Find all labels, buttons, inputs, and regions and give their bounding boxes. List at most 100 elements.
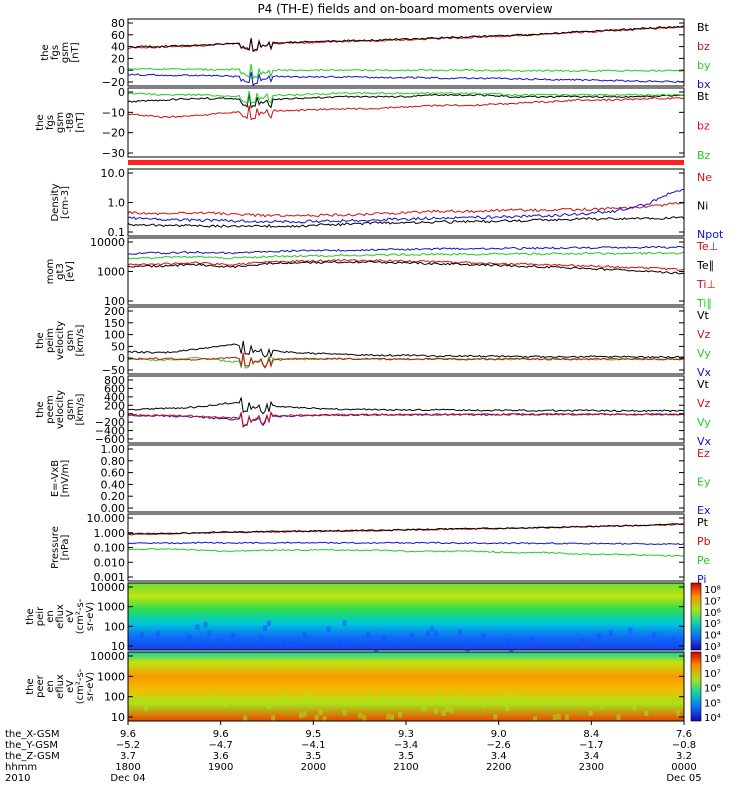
spectrogram-stripe [223,701,228,708]
y-tick-label: 10.0 [101,167,126,180]
legend-label: Ex [697,504,711,517]
series-line-2 [127,25,685,53]
x-tick-label: 3.6 [213,751,229,762]
y-tick-label: 1000 [97,266,125,279]
spectrogram-stripe [386,713,391,720]
y-tick-label: 0.1 [108,226,126,239]
y-axis-label: gt3 [55,263,66,280]
spectrogram-stripe [211,694,216,701]
legend-label: Vz [697,328,711,341]
spectrogram-stripe [628,627,633,633]
y-tick-label: 0 [118,86,125,99]
spectrogram-stripe [286,697,291,703]
status-bar [128,160,684,165]
x-tick-label: −3.4 [394,740,418,751]
y-tick-label: 10.000 [87,512,126,525]
spectrogram-stripe [398,712,403,718]
x-tick-label: −4.7 [209,740,233,751]
x-tick-label: 9.0 [491,729,507,740]
series-line-2 [127,251,685,260]
panel-2: 0 −10 −20 −30 the fgs gsm -t89 [nT] Bt bz Bz [35,86,711,165]
colorbar-tick-label: 10⁸ [704,585,721,596]
legend-label: Vx [697,435,712,448]
y-axis-label: Density [50,183,61,221]
legend-label: Ni [697,200,708,213]
y-tick-label: 10000 [90,581,125,594]
spectrogram-stripe [600,703,605,710]
legend-label: Vx [697,366,712,379]
series-line-2 [127,523,685,535]
y-tick-label: −400 [95,425,125,438]
spectrogram-stripe [580,638,585,644]
y-tick-label: 600 [104,382,125,395]
panel-4: 10000 1000 100 mom gt3 [eV] Te⊥ Te∥ Ti⊥ Ti∥ [45,236,718,310]
spectrogram-stripe [302,631,307,638]
series-line-4 [127,547,685,558]
colorbar-tick-label: 10⁵ [704,698,721,709]
y-axis-label: the [25,678,36,694]
y-tick-label: 10000 [90,236,125,249]
plot-area [128,19,684,86]
y-axis-label: E=-VxB [50,460,61,497]
spectrogram-stripe [588,710,593,716]
spectrogram-stripe [406,700,410,706]
spectrogram [128,583,684,650]
spectrogram-stripe [429,626,434,632]
y-tick-label: 150 [104,317,125,330]
plot-area [128,445,684,512]
spectrogram-stripe [533,716,538,722]
axis-row-label: 2010 [5,773,30,784]
legend-label: Pe [697,554,710,567]
legend-label: Pi [697,573,706,586]
panel-3: 10.0 1.0 0.1 Density [cm-3] Ne Ni Npot [50,167,724,241]
x-tick-label: −1.7 [579,740,603,751]
spectrogram-stripe [509,646,514,652]
colorbar-tick-label: 10⁷ [704,596,721,607]
spectrogram-stripe [556,714,561,720]
spectrogram-stripe [616,714,621,720]
spectrogram-stripe [271,715,275,721]
x-tick-label: Dec 04 [110,773,145,784]
spectrogram-stripe [366,632,371,638]
spectrogram-stripe [529,636,534,642]
y-tick-label: 50 [111,340,125,353]
spectrogram-stripe [552,714,557,720]
colorbar [690,582,702,651]
legend-label: Vt [697,378,710,391]
spectrogram-stripe [302,711,307,717]
y-tick-label: 0 [118,408,125,421]
y-axis-label: -t89 [65,112,76,132]
series-line-3 [127,541,685,546]
series-line-2 [127,188,685,224]
spectrogram-stripe [290,641,295,648]
spectrogram-stripe [481,633,486,639]
spectrogram-stripe [267,703,271,710]
y-axis-label: peer [35,674,46,698]
spectrogram-stripe [318,709,323,715]
spectrogram-stripe [437,693,442,699]
x-tick-label: 2300 [579,762,604,773]
y-tick-label: 0.60 [101,467,126,480]
spectrogram-stripe [263,625,267,631]
x-tick-label: 9.3 [398,729,414,740]
spectrogram-stripe [358,712,363,719]
y-tick-label: 1000 [97,670,125,683]
y-tick-label: 80 [111,17,125,30]
legend-label: by [697,59,711,72]
y-axis-label: [nPa] [60,534,71,560]
spectrogram-stripe [410,632,414,639]
spectrogram-stripe [346,641,351,647]
x-tick-label: 3.5 [398,751,414,762]
spectrogram-stripe [195,624,200,630]
spectrogram-stripe [350,700,355,707]
x-tick-label: 3.4 [583,751,599,762]
series-line-4 [127,260,685,275]
spectrogram-stripe [382,694,387,701]
spectrogram-stripe [199,641,204,647]
y-axis-label: the [35,114,46,130]
spectrogram-stripe [342,709,347,716]
plot-area [128,88,684,157]
